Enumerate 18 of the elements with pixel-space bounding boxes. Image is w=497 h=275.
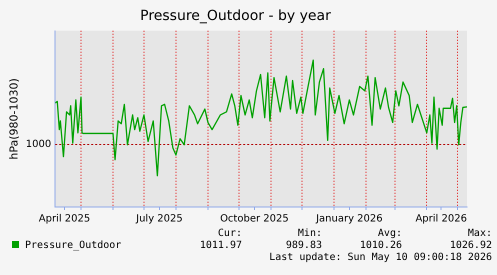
text: 1011.97: [198, 240, 242, 252]
text: Cur:: [216, 228, 242, 240]
x-tick-label: January 2026: [315, 214, 383, 225]
text: 1010.26: [358, 240, 402, 252]
text: Last update: Sun May 10 09:00:18 2026: [268, 252, 492, 264]
chart-title: Pressure_Outdoor - by year: [140, 8, 332, 24]
text: Min:: [296, 228, 322, 240]
legend-label: Pressure_Outdoor: [24, 240, 122, 252]
x-tick-label: April 2025: [38, 214, 90, 225]
x-tick-label: October 2025: [220, 214, 289, 225]
x-tick-label: July 2025: [135, 214, 183, 225]
text: 989.83: [284, 240, 322, 252]
y-axis-title: hPa(980-1030): [7, 78, 20, 160]
text: 1000: [26, 139, 52, 150]
x-tick-label: April 2026: [415, 214, 467, 225]
text: 1026.92: [448, 240, 492, 252]
text: Max:: [466, 228, 492, 240]
text: Avg:: [376, 228, 402, 240]
